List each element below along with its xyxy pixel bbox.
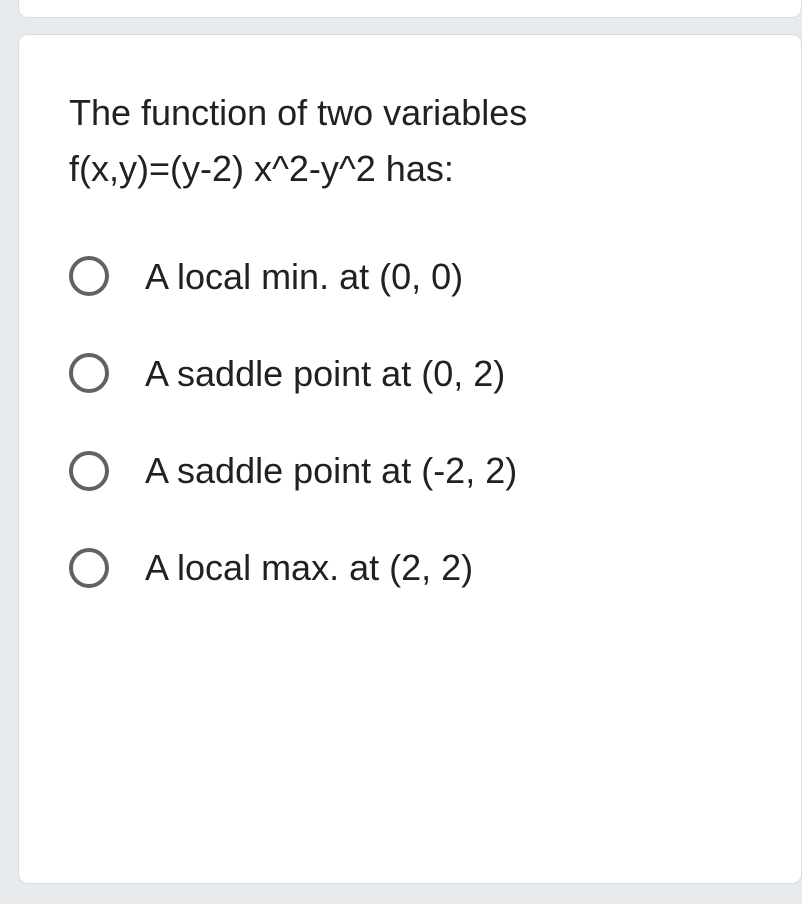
options-group: A local min. at (0, 0) A saddle point at… <box>69 255 761 590</box>
question-text-line2: f(x,y)=(y-2) x^2-y^2 has: <box>69 141 761 197</box>
option-row-0[interactable]: A local min. at (0, 0) <box>69 255 761 298</box>
question-text-line1: The function of two variables <box>69 85 761 141</box>
option-label: A saddle point at (0, 2) <box>145 352 505 395</box>
radio-icon[interactable] <box>69 256 109 296</box>
radio-icon[interactable] <box>69 353 109 393</box>
question-card: The function of two variables f(x,y)=(y-… <box>18 34 802 884</box>
previous-card-edge <box>18 0 802 18</box>
radio-icon[interactable] <box>69 548 109 588</box>
option-row-1[interactable]: A saddle point at (0, 2) <box>69 352 761 395</box>
option-row-3[interactable]: A local max. at (2, 2) <box>69 546 761 589</box>
option-label: A saddle point at (-2, 2) <box>145 449 517 492</box>
option-row-2[interactable]: A saddle point at (-2, 2) <box>69 449 761 492</box>
option-label: A local min. at (0, 0) <box>145 255 463 298</box>
option-label: A local max. at (2, 2) <box>145 546 473 589</box>
radio-icon[interactable] <box>69 451 109 491</box>
